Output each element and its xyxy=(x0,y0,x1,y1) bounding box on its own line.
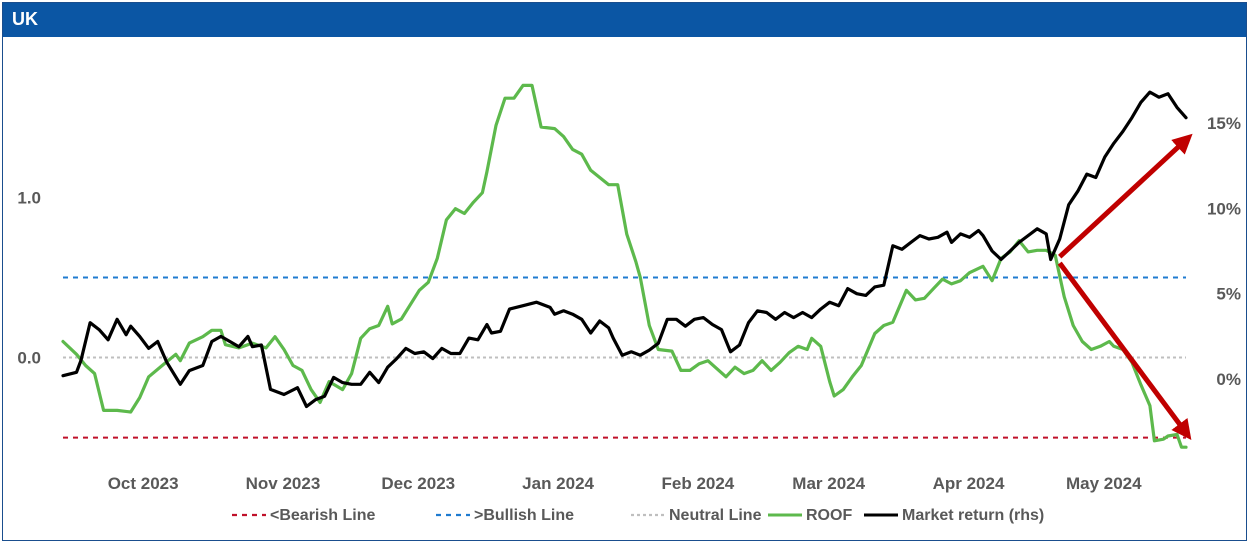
y-right-tick-label: 15% xyxy=(1207,114,1241,133)
legend-label: Market return (rhs) xyxy=(902,507,1044,524)
legend-label: >Bullish Line xyxy=(474,507,574,524)
legend-label: Neutral Line xyxy=(669,507,762,524)
y-left-tick-label: 1.0 xyxy=(17,188,41,207)
series-line-market xyxy=(61,90,1188,409)
annotation-arrow-2 xyxy=(1057,261,1192,441)
x-tick-label: Apr 2024 xyxy=(933,474,1005,493)
x-tick-label: Nov 2023 xyxy=(246,474,321,493)
legend-label: <Bearish Line xyxy=(270,507,375,524)
legend-entry: ROOF xyxy=(768,507,852,524)
legend-entry: >Bullish Line xyxy=(436,507,574,524)
annotation-arrow-1 xyxy=(1058,133,1193,259)
y-left-tick-label: 0.0 xyxy=(17,349,41,368)
legend-entry: Neutral Line xyxy=(631,507,762,524)
y-right-tick-label: 10% xyxy=(1207,199,1241,218)
x-tick-label: Feb 2024 xyxy=(662,474,735,493)
x-tick-label: May 2024 xyxy=(1066,474,1142,493)
series-line-roof xyxy=(61,83,1188,449)
chart-title: UK xyxy=(12,9,38,29)
title-bar: UK xyxy=(3,3,1246,37)
x-tick-label: Oct 2023 xyxy=(108,474,179,493)
chart-canvas: Oct 2023 Nov 2023 Dec 2023 Jan 2024 Feb 2024… xyxy=(17,83,1241,524)
x-tick-label: Dec 2023 xyxy=(381,474,455,493)
legend-entry: <Bearish Line xyxy=(232,507,375,524)
legend-entry: Market return (rhs) xyxy=(864,507,1044,524)
legend-label: ROOF xyxy=(806,507,852,524)
x-tick-label: Mar 2024 xyxy=(792,474,865,493)
y-right-tick-label: 5% xyxy=(1216,285,1241,304)
x-tick-label: Jan 2024 xyxy=(522,474,594,493)
y-right-tick-label: 0% xyxy=(1216,370,1241,389)
